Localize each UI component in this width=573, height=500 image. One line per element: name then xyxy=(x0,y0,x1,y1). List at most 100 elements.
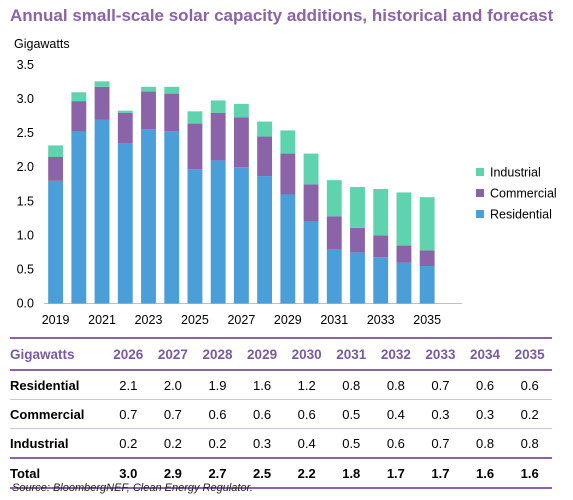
table-year-header: 2035 xyxy=(514,346,545,362)
bar-segment-industrial xyxy=(350,186,365,228)
table-cell: 0.6 xyxy=(239,399,285,429)
y-tick-label: 1.5 xyxy=(17,194,34,208)
table-cell: 0.6 xyxy=(284,399,329,429)
bar-segment-industrial xyxy=(326,180,342,217)
table-cell: 1.8 xyxy=(342,465,361,481)
bar-segment-commercial xyxy=(210,112,226,161)
bar-segment-residential xyxy=(141,129,156,304)
y-axis-label: Gigawatts xyxy=(14,37,70,51)
table-cell: 0.6 xyxy=(195,399,240,429)
table-cell: 0.2 xyxy=(119,435,138,451)
bar-segment-residential xyxy=(94,119,110,304)
table-cell: 1.6 xyxy=(239,370,285,400)
table-cell: 2.1 xyxy=(106,370,151,400)
table-cell: 2.0 xyxy=(150,370,196,400)
table-cell: 0.5 xyxy=(342,435,361,451)
table-cell: 0.4 xyxy=(373,399,419,429)
bar-segment-residential xyxy=(257,176,273,304)
table-cell: 0.6 xyxy=(462,370,508,400)
table-cell: 0.7 xyxy=(431,435,450,451)
table-cell: 3.0 xyxy=(119,465,138,481)
bar-segment-commercial xyxy=(164,93,180,132)
table-header-row: Gigawatts 2026 2027 2028 2029 2030 2031 2032 20… xyxy=(10,338,552,370)
legend-label-commercial: Commercial xyxy=(490,187,557,201)
bar-segment-residential xyxy=(350,252,365,304)
legend: Industrial Commercial Residential xyxy=(476,166,557,222)
y-axis-ticks: 0.0 0.5 1.0 1.5 2.0 2.5 3.0 3.5 xyxy=(17,58,34,311)
table-cell: 0.2 xyxy=(507,399,552,429)
table-cell: 1.2 xyxy=(284,370,329,400)
table-cell: 2.9 xyxy=(163,465,182,481)
x-tick-label: 2027 xyxy=(227,313,255,327)
table-cell: 2.5 xyxy=(253,465,272,481)
table-cell: 0.7 xyxy=(418,370,463,400)
bar-segment-residential xyxy=(280,194,296,304)
bar-segment-industrial xyxy=(373,189,389,236)
bar-segment-residential xyxy=(373,257,389,304)
x-tick-label: 2029 xyxy=(274,313,302,327)
bar-segment-commercial xyxy=(187,123,203,170)
source-note: Source: BloombergNEF, Clean Energy Regul… xyxy=(12,482,253,494)
table-cell: 1.7 xyxy=(431,465,450,481)
bar-segment-commercial xyxy=(280,153,296,195)
bar-segment-industrial xyxy=(303,153,319,185)
x-axis-ticks: 2019 2021 2023 2025 2027 2029 2031 2033 2035 xyxy=(42,313,441,327)
table-cell: 0.8 xyxy=(476,435,495,451)
legend-swatch-industrial xyxy=(476,168,484,176)
table-cell: 0.4 xyxy=(297,435,316,451)
bar-segment-commercial xyxy=(117,112,133,144)
bar-segment-commercial xyxy=(257,136,273,177)
bar-segment-commercial xyxy=(71,101,87,132)
table-cell: 0.6 xyxy=(386,435,405,451)
bar-segment-commercial xyxy=(419,250,435,267)
table-year-header: 2026 xyxy=(113,346,144,362)
bar-segment-industrial xyxy=(164,86,180,94)
legend-label-industrial: Industrial xyxy=(490,166,541,180)
table-year-header: 2029 xyxy=(247,346,278,362)
y-tick-label: 2.5 xyxy=(17,126,34,140)
table-year-header: 2032 xyxy=(380,346,411,362)
y-tick-label: 0.0 xyxy=(17,297,34,311)
bar-segment-commercial xyxy=(233,117,249,168)
table-cell: 0.8 xyxy=(520,435,539,451)
table-cell: 0.2 xyxy=(163,435,182,451)
legend-swatch-commercial xyxy=(476,189,484,197)
table-row-industrial: Industrial 0.2 0.2 0.2 0.3 0.4 0.5 0.6 0.7 0.8 0.8 xyxy=(10,429,552,459)
y-tick-label: 1.0 xyxy=(17,228,34,242)
table-cell: 1.9 xyxy=(195,370,240,400)
table-cell: 0.7 xyxy=(106,399,151,429)
bar-segment-residential xyxy=(326,248,342,304)
bar-segment-industrial xyxy=(71,92,87,102)
x-tick-label: 2021 xyxy=(88,313,116,327)
y-tick-label: 3.5 xyxy=(17,58,34,72)
x-tick-label: 2025 xyxy=(181,313,209,327)
bar-segment-commercial xyxy=(141,91,156,130)
x-tick-label: 2023 xyxy=(135,313,163,327)
bar-segment-industrial xyxy=(94,81,110,87)
bar-segment-industrial xyxy=(257,121,273,137)
bar-segment-residential xyxy=(71,131,87,304)
table-year-header: 2028 xyxy=(202,346,233,362)
bar-segment-residential xyxy=(117,143,133,304)
table-cell: 1.7 xyxy=(386,465,405,481)
table-year-header: 2034 xyxy=(470,346,501,362)
table-row-label: Residential xyxy=(10,370,106,400)
table-cell: 0.3 xyxy=(462,399,508,429)
table-year-header: 2030 xyxy=(291,346,322,362)
bar-segment-residential xyxy=(233,167,249,304)
table-cell: 0.5 xyxy=(328,399,374,429)
bar-segment-commercial xyxy=(303,184,319,222)
table-row-label: Total xyxy=(10,465,41,481)
bar-segment-industrial xyxy=(210,100,226,113)
bar-segment-residential xyxy=(419,266,435,304)
x-tick-label: 2019 xyxy=(42,313,70,327)
table-row-total: Total 3.0 2.9 2.7 2.5 2.2 1.8 1.7 1.7 1.6 1.6 xyxy=(10,458,552,488)
x-tick-label: 2031 xyxy=(320,313,348,327)
table-cell: 1.6 xyxy=(520,465,539,481)
y-tick-label: 3.0 xyxy=(17,92,34,106)
bar-segment-industrial xyxy=(233,103,249,118)
chart-title: Annual small-scale solar capacity additi… xyxy=(10,6,554,25)
table-cell: 0.7 xyxy=(150,399,196,429)
bar-segment-residential xyxy=(48,180,64,304)
bar-segment-commercial xyxy=(48,156,64,181)
